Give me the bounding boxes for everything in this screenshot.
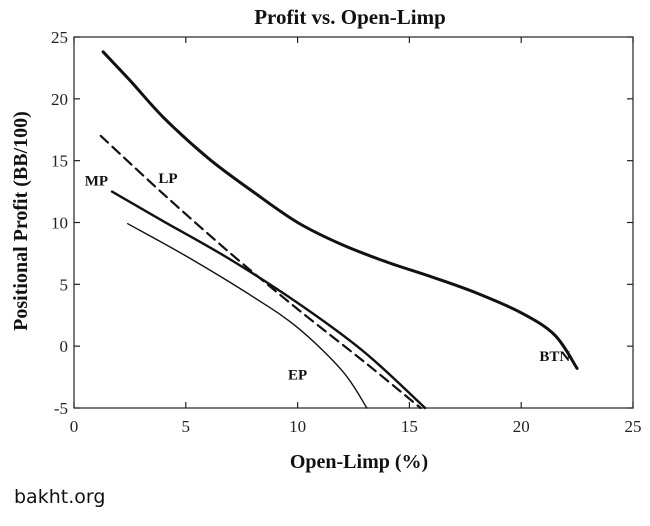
series-line-btn [101, 50, 579, 370]
series-label-btn: BTN [539, 349, 570, 365]
x-tick-label: 10 [289, 417, 306, 436]
x-tick-label: 0 [70, 417, 79, 436]
y-tick-label: 5 [60, 275, 69, 294]
x-tick-label: 20 [513, 417, 530, 436]
x-tick-label: 15 [401, 417, 418, 436]
series-line-ep [127, 223, 368, 409]
series-label-lp: LP [158, 171, 177, 187]
chart: Profit vs. Open-Limp Open-Limp (%) Posit… [10, 5, 642, 473]
series-line-mp [110, 190, 427, 410]
chart-title: Profit vs. Open-Limp [254, 5, 446, 29]
y-tick-label: 20 [51, 90, 68, 109]
series-line-lp [99, 134, 422, 410]
y-axis-label: Positional Profit (BB/100) [10, 111, 32, 331]
series-labels: BTN LP MP EP [85, 171, 571, 384]
x-tick-label: 5 [182, 417, 191, 436]
y-tick-label: -5 [54, 399, 68, 418]
x-tick-label: 25 [625, 417, 642, 436]
series-label-ep: EP [288, 368, 307, 384]
series-label-mp: MP [85, 173, 108, 189]
y-tick-label: 25 [51, 28, 68, 47]
x-axis-label: Open-Limp (%) [290, 451, 428, 473]
series-lines [99, 50, 579, 410]
watermark: bakht.org [14, 486, 106, 508]
y-tick-label: 15 [51, 152, 68, 171]
y-tick-label: 0 [60, 337, 69, 356]
y-tick-label: 10 [51, 214, 68, 233]
